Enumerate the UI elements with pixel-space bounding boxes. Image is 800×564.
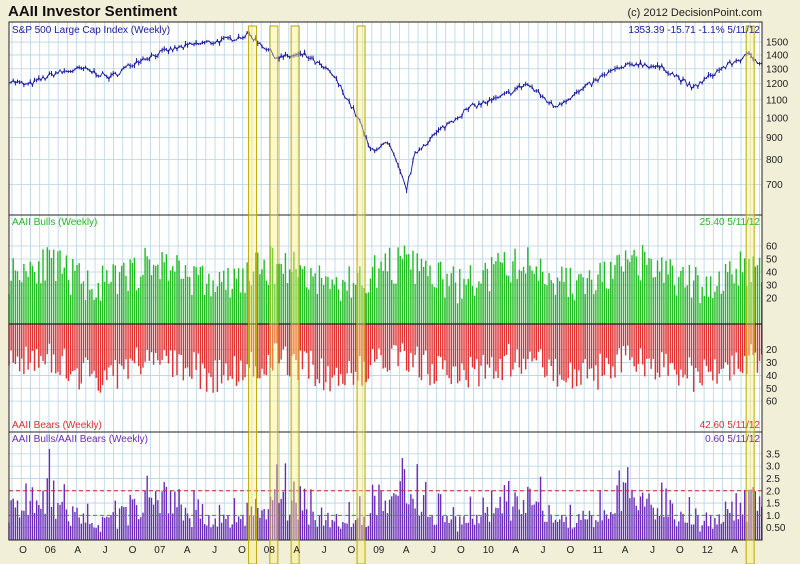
chart-title: AAII Investor Sentiment (8, 3, 178, 20)
x-tick-label: J (541, 545, 546, 556)
plot-border (8, 21, 763, 541)
y-tick-label: 1000 (766, 113, 789, 124)
y-tick-label: 1100 (766, 95, 788, 106)
y-tick-label: 50 (766, 384, 778, 395)
price-series (8, 30, 763, 194)
y-tick-label: 900 (766, 133, 783, 144)
x-tick-label: J (322, 545, 327, 556)
x-tick-label: O (238, 545, 246, 556)
y-tick-label: 50 (766, 255, 778, 266)
x-tick-label: O (457, 545, 465, 556)
y-tick-label: 1500 (766, 38, 789, 49)
bulls-series (8, 245, 763, 324)
y-tick-label: 3.0 (766, 462, 780, 473)
highlight-box (269, 25, 279, 564)
last-value-label: 1353.39 -15.71 -1.1% 5/11/12 (628, 25, 760, 36)
x-tick-label: 11 (593, 545, 604, 556)
x-tick-label: 07 (154, 545, 166, 556)
bears-series (8, 324, 763, 393)
x-tick-label: A (293, 545, 300, 556)
panel-title: S&P 500 Large Cap Index (Weekly) (12, 25, 170, 36)
ratio-series (8, 448, 763, 540)
y-tick-label: 800 (766, 155, 783, 166)
y-tick-label: 40 (766, 371, 778, 382)
highlight-box (745, 25, 755, 564)
y-tick-label: 60 (766, 242, 778, 253)
x-tick-label: 09 (373, 545, 385, 556)
y-tick-label: 1400 (766, 50, 789, 61)
y-tick-label: 20 (766, 345, 778, 356)
x-tick-label: A (403, 545, 410, 556)
x-tick-label: A (731, 545, 738, 556)
highlight-box (356, 25, 366, 564)
last-value-label: 25.40 5/11/12 (700, 217, 761, 228)
y-tick-label: 1.5 (766, 499, 780, 510)
x-tick-label: 08 (264, 545, 276, 556)
y-tick-label: 60 (766, 397, 778, 408)
x-tick-label: J (103, 545, 108, 556)
highlight-box (248, 25, 258, 564)
y-tick-label: 1200 (766, 79, 789, 90)
x-tick-label: A (622, 545, 629, 556)
x-tick-label: J (650, 545, 655, 556)
y-tick-label: 3.5 (766, 449, 780, 460)
y-tick-label: 1.0 (766, 511, 780, 522)
x-axis-labels: O 06 A J O 07 A J O 08 A J O 09 A J O 10 A J O 11 A J O 12 A (19, 545, 738, 556)
y-tick-label: 0.50 (766, 523, 786, 534)
y-tick-label: 40 (766, 268, 778, 279)
x-tick-label: 10 (483, 545, 495, 556)
last-value-label: 42.60 5/11/12 (700, 420, 761, 431)
x-tick-label: 12 (702, 545, 714, 556)
y-tick-label: 20 (766, 294, 778, 305)
y-tick-label: 2.5 (766, 474, 780, 485)
x-tick-label: O (129, 545, 137, 556)
copyright: (c) 2012 DecisionPoint.com (627, 7, 762, 19)
highlight-boxes (248, 25, 755, 564)
panel-title: AAII Bulls/AAII Bears (Weekly) (12, 434, 148, 445)
y-tick-label: 700 (766, 180, 783, 191)
y-tick-label: 30 (766, 358, 778, 369)
x-tick-label: O (348, 545, 356, 556)
x-tick-label: A (184, 545, 191, 556)
x-tick-label: O (676, 545, 684, 556)
x-tick-label: A (74, 545, 81, 556)
x-tick-label: J (431, 545, 436, 556)
x-tick-label: O (567, 545, 575, 556)
y-tick-label: 1300 (766, 64, 789, 75)
y-tick-label: 2.0 (766, 486, 780, 497)
x-tick-label: A (512, 545, 519, 556)
panel-title: AAII Bulls (Weekly) (12, 217, 97, 228)
last-value-label: 0.60 5/11/12 (705, 434, 760, 445)
x-tick-label: 06 (45, 545, 57, 556)
x-tick-label: J (212, 545, 217, 556)
price-line (8, 31, 762, 191)
y-tick-label: 30 (766, 281, 778, 292)
x-tick-label: O (19, 545, 27, 556)
highlight-box (290, 25, 300, 564)
panel-title: AAII Bears (Weekly) (12, 420, 102, 431)
